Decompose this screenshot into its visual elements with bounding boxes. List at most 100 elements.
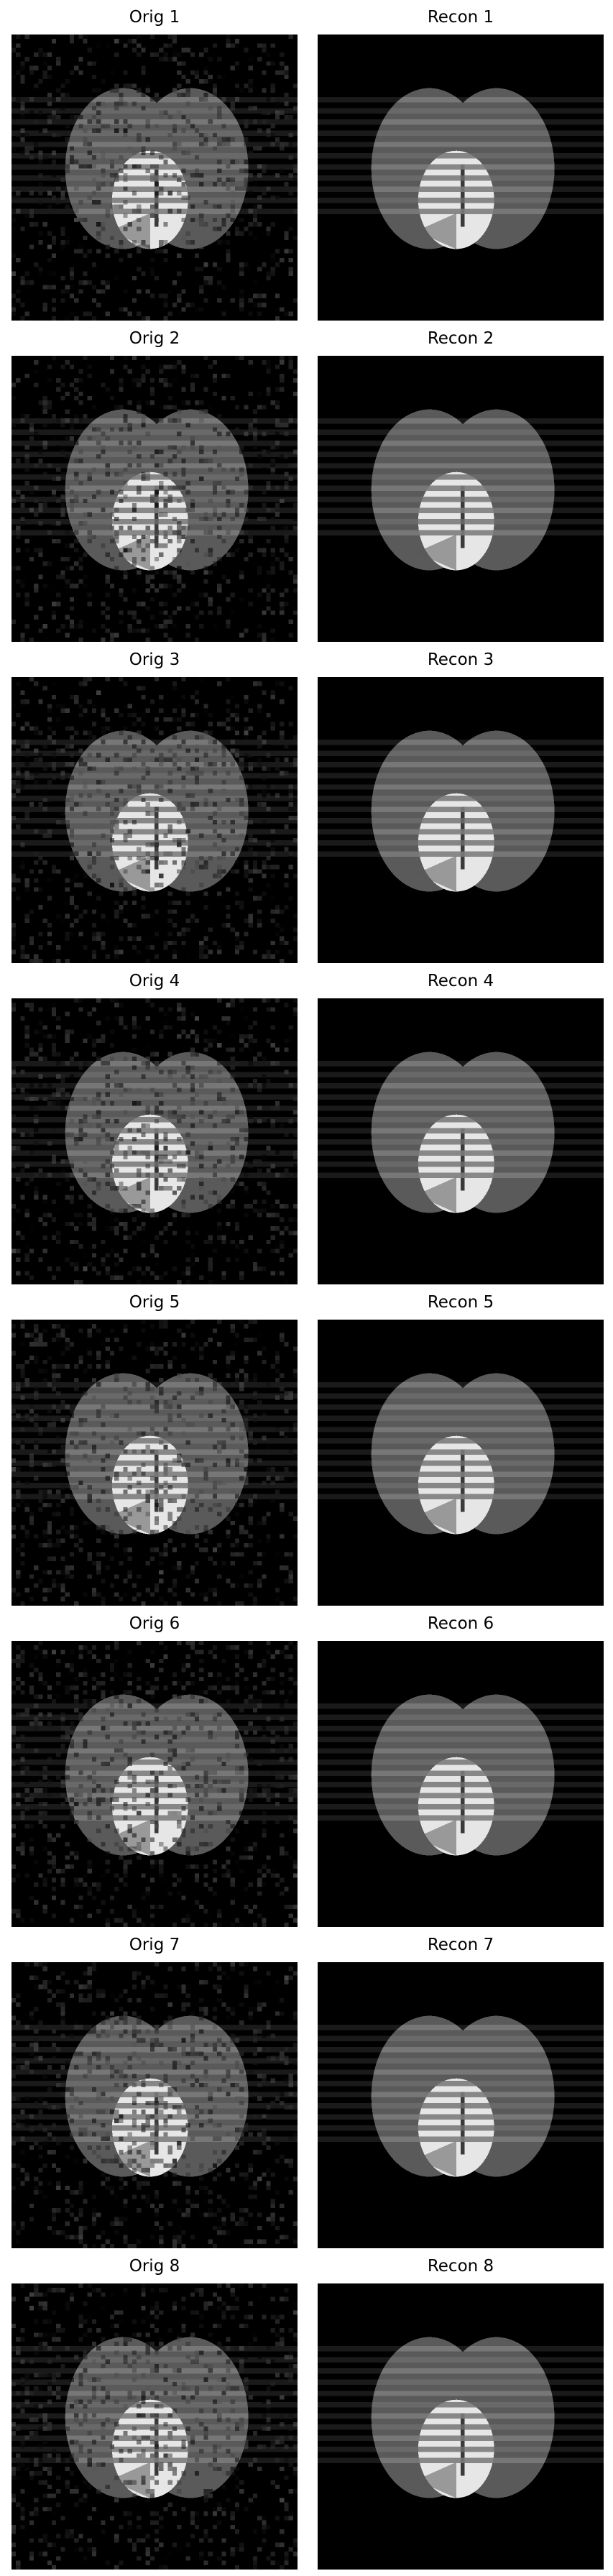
stripe-band-inner: [65, 1150, 249, 1156]
reconstruction-image-panel: Recon 3: [318, 645, 604, 963]
noise-layer: [11, 998, 298, 1284]
noise-layer: [11, 356, 298, 642]
phantom-image: [318, 1641, 604, 1927]
stripe-band-inner: [371, 2092, 555, 2097]
image-frame: [318, 34, 604, 321]
stripe-band-inner: [371, 1748, 555, 1754]
reconstruction-image-panel: Recon 4: [318, 967, 604, 1284]
stripe-band: [11, 2346, 298, 2352]
stripe-band-inner: [65, 2114, 249, 2120]
lower-shadow: [415, 2140, 456, 2177]
image-frame: [11, 677, 298, 963]
stripe-band-inner: [371, 130, 555, 137]
stripe-band: [11, 1382, 298, 1388]
stripe-band-inner: [371, 1803, 555, 1810]
panel-title: Recon 4: [427, 972, 494, 990]
phantom-image: [318, 1320, 604, 1606]
stripe-band-inner: [371, 1736, 555, 1743]
stripe-band-inner: [371, 197, 555, 203]
stripe-band-inner: [371, 441, 555, 446]
stripe-band-inner: [371, 829, 555, 834]
panel-title: Orig 7: [129, 1936, 180, 1954]
stripe-band-inner: [371, 1714, 555, 1721]
stripe-band-inner: [371, 1815, 555, 1821]
stripe-band-inner: [371, 1116, 555, 1123]
stripe-band-inner: [371, 208, 555, 214]
stripe-band-inner: [65, 130, 249, 137]
panel-title: Recon 7: [427, 1936, 494, 1954]
original-image-panel: Orig 5: [11, 1288, 298, 1606]
stripe-band-inner: [65, 795, 249, 801]
stripe-band-inner: [65, 1770, 249, 1776]
image-frame: [318, 1320, 604, 1606]
stripe-band-inner: [371, 518, 555, 525]
image-frame: [11, 356, 298, 642]
stripe-band-inner: [371, 784, 555, 790]
stripe-band-inner: [65, 1072, 249, 1078]
stripe-band-inner: [371, 507, 555, 513]
panel-title: Recon 2: [427, 329, 494, 348]
reconstruction-image-panel: Recon 8: [318, 2252, 604, 2570]
stripe-band-inner: [65, 496, 249, 502]
center-divider: [461, 1128, 465, 1191]
stripe-band-inner: [65, 1460, 249, 1466]
stripe-band-inner: [65, 2424, 249, 2430]
stripe-band-inner: [65, 429, 249, 436]
stripe-band-inner: [371, 2058, 555, 2064]
stripe-band-inner: [371, 1494, 555, 1499]
stripe-band-inner: [65, 1094, 249, 1100]
stripe-band-inner: [371, 2357, 555, 2363]
stripe-band-inner: [371, 1759, 555, 1765]
stripe-band-inner: [371, 806, 555, 812]
stripe-band-inner: [371, 2424, 555, 2430]
stripe-band-inner: [65, 750, 249, 757]
image-frame: [11, 34, 298, 321]
reconstruction-image-panel: Recon 1: [318, 3, 604, 321]
stripe-band-inner: [65, 208, 249, 214]
stripe-band-inner: [65, 1161, 249, 1167]
stripe-band-inner: [371, 840, 555, 846]
stripe-band-inner: [65, 518, 249, 525]
noise-layer: [11, 2283, 298, 2570]
stripe-band-inner: [65, 451, 249, 458]
stripe-band-inner: [371, 2069, 555, 2075]
stripe-band-inner: [371, 1393, 555, 1399]
stripe-band-inner: [65, 1415, 249, 1422]
stripe-band-inner: [371, 1482, 555, 1489]
stripe-band-inner: [371, 1793, 555, 1798]
stripe-band-inner: [371, 851, 555, 857]
center-divider: [461, 2092, 465, 2155]
stripe-band-inner: [65, 2391, 249, 2396]
image-frame: [318, 677, 604, 963]
original-image-panel: Orig 2: [11, 324, 298, 642]
stripe-band-inner: [371, 2114, 555, 2120]
stripe-band-inner: [65, 197, 249, 203]
stripe-band-inner: [371, 1460, 555, 1466]
stripe-band-inner: [65, 175, 249, 181]
stripe-band-inner: [371, 795, 555, 801]
lower-shadow: [415, 1498, 456, 1535]
phantom-image: [11, 1320, 298, 1606]
stripe-band-inner: [65, 507, 249, 513]
stripe-band: [318, 740, 604, 745]
noise-layer: [11, 1320, 298, 1606]
phantom-image: [11, 2283, 298, 2570]
stripe-band-inner: [65, 762, 249, 768]
stripe-band-inner: [371, 164, 555, 170]
stripe-band-inner: [65, 1815, 249, 1821]
stripe-band-inner: [371, 2391, 555, 2396]
phantom-image: [318, 2283, 604, 2570]
stripe-band-inner: [65, 1748, 249, 1754]
image-frame: [318, 356, 604, 642]
noise-layer: [11, 34, 298, 321]
phantom-image: [11, 1641, 298, 1927]
stripe-band-inner: [65, 2435, 249, 2441]
stripe-band: [318, 1703, 604, 1709]
stripe-band-inner: [371, 2102, 555, 2109]
stripe-band-inner: [371, 463, 555, 469]
stripe-band-inner: [371, 1128, 555, 1133]
lower-shadow: [415, 855, 456, 892]
stripe-band-inner: [371, 2457, 555, 2463]
center-divider: [461, 806, 465, 870]
